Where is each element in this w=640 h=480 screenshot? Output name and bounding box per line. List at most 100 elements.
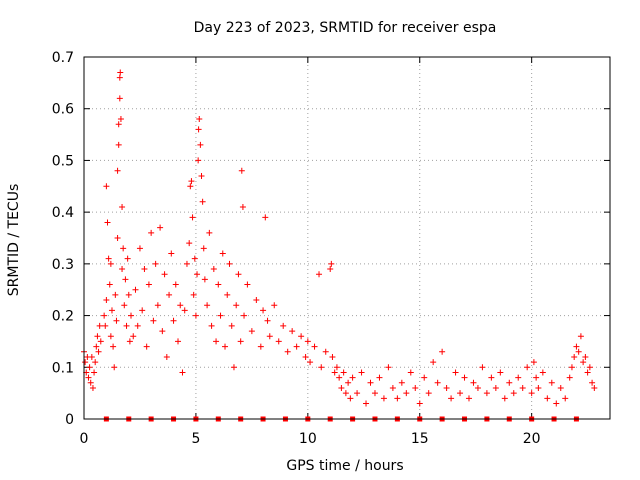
y-tick-label: 0.4 [52,205,74,221]
data-point [492,384,499,391]
data-point [501,395,508,402]
data-point [284,348,291,355]
data-point [539,369,546,376]
data-point [338,384,345,391]
data-point [101,312,108,319]
data-point [582,353,589,360]
x-tick-label: 10 [299,431,317,447]
data-point [329,353,336,360]
data-point [347,395,354,402]
data-point [159,328,166,335]
y-tick-label: 0.2 [52,309,74,325]
data-point [439,348,446,355]
data-point [275,338,282,345]
data-point [389,384,396,391]
data-point [107,260,114,267]
data-point [358,369,365,376]
data-point [112,291,119,298]
data-point [113,317,120,324]
data-point [108,307,115,314]
data-point [488,374,495,381]
data-point [298,333,305,340]
data-point [322,348,329,355]
data-point [186,240,193,247]
data-point [304,338,311,345]
data-point [124,255,131,262]
data-point [577,333,584,340]
data-point [260,307,267,314]
y-tick-label: 0.5 [52,153,74,169]
data-point [204,302,211,309]
data-point [107,333,114,340]
data-point [141,266,148,273]
data-point [148,229,155,236]
data-point [483,390,490,397]
data-point [96,322,103,329]
data-point [506,379,513,386]
data-point [226,260,233,267]
data-point [163,353,170,360]
data-point [177,302,184,309]
data-point [168,250,175,257]
data-point [228,322,235,329]
data-point [117,116,124,123]
data-point [535,384,542,391]
data-point [132,286,139,293]
data-point [544,395,551,402]
data-point [206,229,213,236]
data-point [589,379,596,386]
data-point [114,167,121,174]
data-point [566,374,573,381]
data-point [166,291,173,298]
data-point [470,379,477,386]
data-point [116,95,123,102]
data-point [307,359,314,366]
data-point [371,390,378,397]
data-point [230,364,237,371]
data-point [192,312,199,319]
data-point [125,291,132,298]
x-tick-label: 0 [80,431,89,447]
data-point [584,369,591,376]
x-tick-label: 15 [411,431,429,447]
data-point [157,224,164,231]
data-point [122,276,129,283]
data-point [195,126,202,133]
data-point [105,255,112,262]
data-point [194,271,201,278]
data-point [430,359,437,366]
data-point [237,338,244,345]
data-point [533,374,540,381]
data-point [106,281,113,288]
data-point [363,400,370,407]
data-point [515,374,522,381]
data-point [217,312,224,319]
data-point [120,245,127,252]
data-point [117,69,124,76]
data-point [130,333,137,340]
data-point [152,260,159,267]
data-point [170,317,177,324]
data-point [110,343,117,350]
data-point [354,390,361,397]
data-point [219,250,226,257]
data-point [115,121,122,128]
data-point [266,333,273,340]
data-point [530,359,537,366]
data-point [172,281,179,288]
data-point [524,364,531,371]
data-point [208,322,215,329]
data-point [510,390,517,397]
data-point [340,369,347,376]
data-point [89,384,96,391]
data-point [187,183,194,190]
data-point [553,400,560,407]
data-point [188,178,195,185]
data-point [586,364,593,371]
data-point [93,343,100,350]
data-point [262,214,269,221]
data-point [145,281,152,288]
data-point [333,364,340,371]
data-point [123,322,130,329]
